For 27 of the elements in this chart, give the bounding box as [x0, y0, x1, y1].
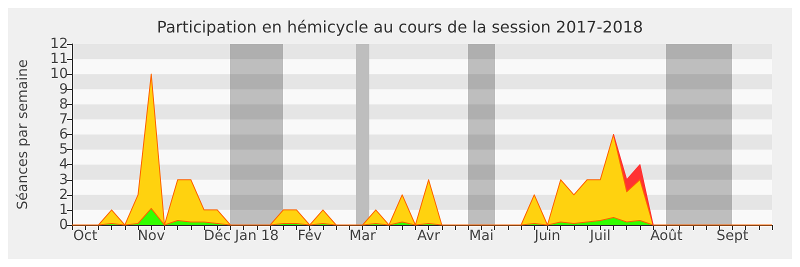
y-tick-label: 12	[50, 36, 68, 52]
x-tick-label: Jan 18	[234, 228, 279, 244]
y-tick-label: 10	[50, 66, 68, 82]
x-tick-label: Mai	[469, 228, 494, 244]
y-tick-label: 1	[59, 202, 68, 218]
x-tick-label: Août	[650, 228, 683, 244]
x-tick-label: Fév	[298, 228, 322, 244]
x-tick-label: Juin	[534, 228, 560, 244]
y-tick-label: 4	[59, 156, 68, 173]
x-tick-label: Juil	[588, 228, 611, 244]
y-tick-label: 11	[50, 51, 68, 68]
x-tick-label: Avr	[417, 228, 440, 244]
x-tick-label: Nov	[138, 228, 165, 244]
y-tick-label: 6	[59, 126, 68, 142]
x-tick-label: Sept	[716, 228, 749, 244]
x-tick-label: Oct	[73, 228, 98, 244]
y-tick-label: 3	[59, 172, 68, 188]
y-tick-label: 2	[59, 186, 68, 203]
y-tick-label: 9	[59, 81, 68, 98]
y-axis-title: Séances par semaine	[15, 59, 31, 210]
y-tick-label: 8	[59, 96, 68, 112]
x-tick-label: Déc	[204, 228, 231, 244]
y-tick-label: 5	[59, 142, 68, 158]
y-tick-label: 0	[59, 217, 68, 233]
y-tick-label: 7	[59, 111, 68, 128]
chart-title: Participation en hémicycle au cours de la session 2017-2018	[156, 18, 644, 36]
x-tick-label: Mar	[349, 228, 376, 244]
